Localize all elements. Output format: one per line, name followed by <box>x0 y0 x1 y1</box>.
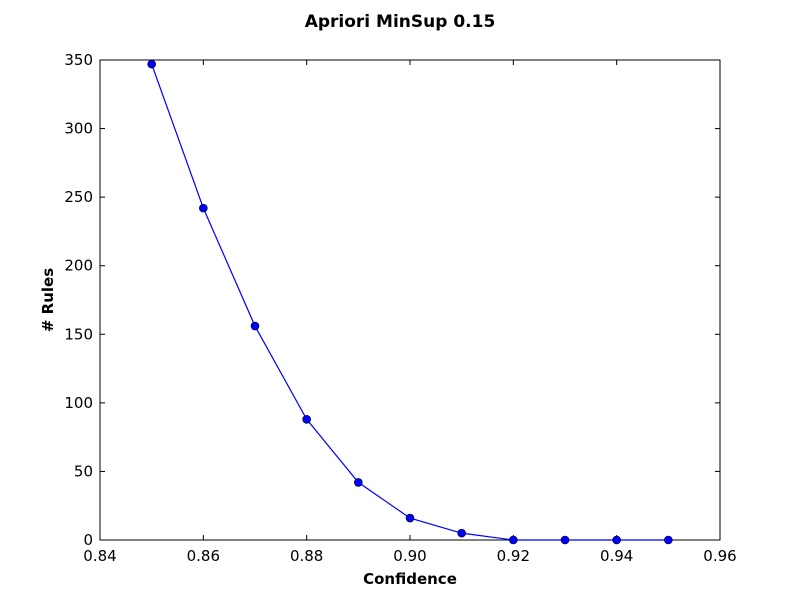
y-tick-label: 300 <box>64 120 93 138</box>
x-axis-label: Confidence <box>363 570 457 588</box>
x-tick-label: 0.88 <box>290 547 323 565</box>
data-point <box>354 478 363 487</box>
y-tick-label: 250 <box>64 188 93 206</box>
y-tick-label: 150 <box>64 325 93 343</box>
data-point <box>509 535 518 545</box>
data-point <box>612 535 621 545</box>
y-tick-label: 200 <box>64 257 93 275</box>
x-tick-label: 0.90 <box>393 547 426 565</box>
y-axis-label: # Rules <box>39 268 57 332</box>
x-axis: 0.84 0.86 0.88 0.90 0.92 0.94 0.96 <box>83 60 737 565</box>
series-line <box>151 63 669 541</box>
x-tick-label: 0.92 <box>497 547 530 565</box>
x-tick-label: 0.96 <box>703 547 736 565</box>
series-layer <box>147 59 673 545</box>
x-tick-label: 0.94 <box>600 547 633 565</box>
y-tick-label: 100 <box>64 394 93 412</box>
x-tick-label: 0.84 <box>83 547 116 565</box>
data-point <box>664 535 673 545</box>
plot-area <box>99 59 721 541</box>
data-point <box>560 535 570 545</box>
y-tick-label: 0 <box>83 531 93 549</box>
data-point <box>199 203 208 213</box>
chart-title: Apriori MinSup 0.15 <box>305 12 496 32</box>
data-point <box>147 59 156 69</box>
data-point <box>405 513 415 523</box>
y-tick-label: 50 <box>74 462 93 480</box>
y-axis: 0 50 100 150 200 250 300 350 <box>64 51 720 549</box>
data-point <box>302 415 311 424</box>
x-tick-label: 0.86 <box>187 547 220 565</box>
data-point <box>457 528 466 538</box>
y-tick-label: 350 <box>64 51 93 69</box>
data-point <box>250 321 260 331</box>
